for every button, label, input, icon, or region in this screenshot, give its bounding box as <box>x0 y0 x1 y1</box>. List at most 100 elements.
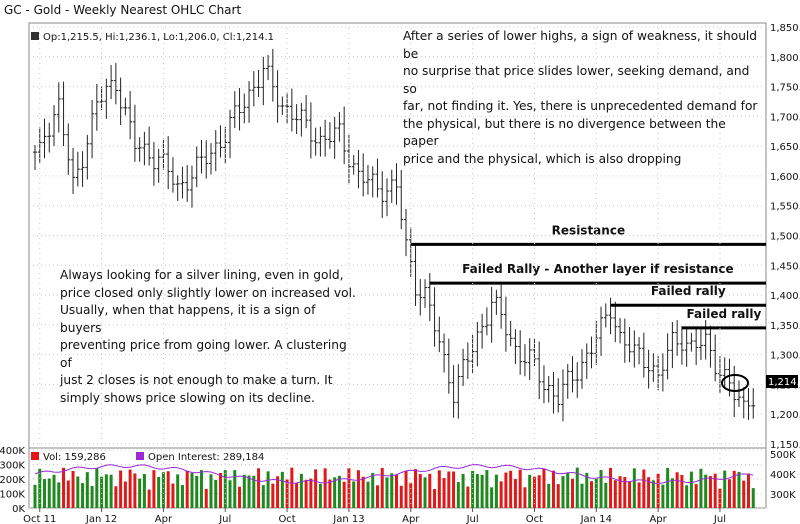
volume-bar <box>152 470 156 508</box>
ohlc-bar <box>503 296 508 352</box>
ohlc-bar <box>137 137 142 162</box>
ohlc-bar <box>637 337 642 365</box>
ohlc-bar <box>475 321 480 367</box>
volume-axis: 400K 300K 200K 100K 0K 500K 400K 300K <box>0 446 796 515</box>
volume-bar <box>661 484 665 508</box>
volume-bar <box>119 470 123 508</box>
ohlc-bar <box>541 365 546 404</box>
volume-bar <box>694 484 698 508</box>
ohlc-bar <box>147 126 152 166</box>
ohlc-bar <box>151 142 156 186</box>
volume-bar <box>666 467 670 508</box>
ohlc-bar <box>423 279 428 308</box>
volume-bar <box>280 471 284 508</box>
ohlc-bar <box>684 327 689 367</box>
volume-bar <box>347 467 351 508</box>
volume-bar <box>704 474 708 508</box>
volume-bar <box>395 474 398 508</box>
ohlc-bar <box>208 143 213 175</box>
volume-bar <box>590 481 594 508</box>
volume-bar <box>223 470 227 508</box>
resistance-label: Resistance <box>552 223 625 237</box>
volume-bar <box>43 479 47 508</box>
ohlc-bar <box>375 158 380 198</box>
volume-bar <box>656 473 660 508</box>
volume-bar <box>252 475 256 508</box>
ohlc-bar <box>199 140 204 174</box>
volume-bar <box>713 473 717 508</box>
ohlc-bar <box>442 333 447 373</box>
volume-bar <box>604 482 608 508</box>
ohlc-legend-swatch <box>31 32 39 40</box>
volume-bar <box>95 468 99 508</box>
volume-bar <box>551 470 555 508</box>
last-close-circle <box>721 374 749 392</box>
volume-bar <box>418 474 422 508</box>
volume-bar <box>523 487 527 508</box>
price-tick-label: 1,150.0 <box>770 440 800 451</box>
ohlc-bar <box>94 84 99 131</box>
x-tick-label: Jul <box>218 514 231 524</box>
volume-bar <box>623 477 627 508</box>
ohlc-bar <box>356 150 361 189</box>
volume-bar <box>356 470 360 508</box>
volume-bar <box>271 483 275 508</box>
volume-bar <box>180 485 184 508</box>
ohlc-bar <box>180 166 185 199</box>
volume-bar <box>494 474 498 508</box>
ohlc-bar <box>632 330 637 368</box>
volume-bar <box>314 469 318 508</box>
ohlc-bar <box>689 332 694 352</box>
ohlc-bar <box>565 364 570 399</box>
ohlc-bar <box>499 282 504 329</box>
volume-bar <box>242 474 246 508</box>
ohlc-bar <box>56 82 61 133</box>
ohlc-bar <box>418 279 423 316</box>
ohlc-bar <box>266 54 271 81</box>
volume-bar <box>204 488 208 508</box>
volume-tick-label: 400K <box>0 446 25 457</box>
note-top-right: After a series of lower highs, a sign of… <box>403 29 758 166</box>
ohlc-bar <box>61 81 66 147</box>
ohlc-readout: Op:1,215.5, Hi:1,236.1, Lo:1,206.0, Cl:1… <box>43 32 274 43</box>
volume-bar <box>647 477 651 508</box>
x-tick-label: Apr <box>649 514 667 524</box>
volume-bar <box>727 479 731 508</box>
ohlc-bar <box>575 362 580 398</box>
volume-bar <box>128 469 132 508</box>
resistance-label: Failed rally <box>651 284 726 298</box>
volume-bar <box>570 478 574 508</box>
volume-bar <box>471 470 475 508</box>
volume-bar <box>466 486 470 508</box>
ohlc-bar <box>365 165 370 195</box>
volume-bar <box>190 473 194 508</box>
volume-bar <box>109 474 113 508</box>
volume-bar <box>480 474 484 508</box>
ohlc-bar <box>384 178 389 217</box>
volume-bar <box>199 470 203 508</box>
ohlc-bar <box>204 140 209 179</box>
volume-bar <box>290 467 294 508</box>
volume-bar <box>304 479 308 508</box>
volume-bar <box>247 475 251 508</box>
volume-bar <box>542 468 546 508</box>
price-tick-label: 1,350.0 <box>770 321 800 332</box>
note-bottom-left: Always looking for a silver lining, even… <box>60 268 356 405</box>
price-tick-label: 1,600.0 <box>770 172 800 183</box>
ohlc-bar <box>722 357 727 389</box>
oi-tick-label: 400K <box>770 470 796 481</box>
ohlc-bar <box>194 146 199 188</box>
ohlc-bar <box>223 126 228 164</box>
ohlc-bar <box>546 376 551 403</box>
ohlc-bar <box>242 93 247 124</box>
ohlc-bar <box>522 344 527 377</box>
price-tick-label: 1,450.0 <box>770 261 800 272</box>
price-tick-label: 1,750.0 <box>770 83 800 94</box>
price-tick-label: 1,200.0 <box>770 410 800 421</box>
volume-bar <box>352 481 356 508</box>
volume-bar <box>580 483 584 508</box>
volume-bar <box>371 472 375 508</box>
ohlc-bar <box>342 106 347 165</box>
ohlc-bar <box>132 104 137 162</box>
volume-bar <box>276 476 280 508</box>
